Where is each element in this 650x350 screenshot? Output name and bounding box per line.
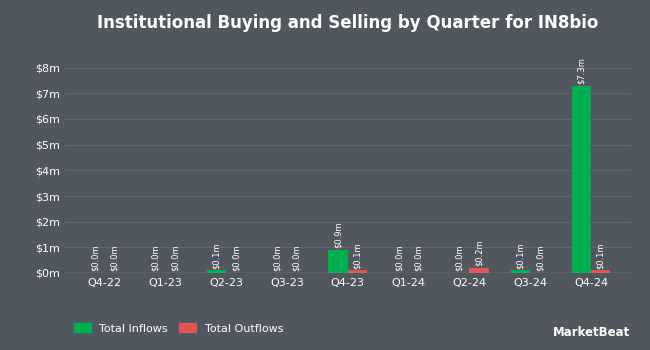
Text: $0.1m: $0.1m [516,242,525,269]
Text: $7.3m: $7.3m [577,57,586,84]
Text: $0.2m: $0.2m [474,239,484,266]
Text: $0.0m: $0.0m [110,244,119,271]
Text: $0.0m: $0.0m [151,244,160,271]
Bar [571,86,591,273]
Bar [469,268,489,273]
Title: Institutional Buying and Selling by Quarter for IN8bio: Institutional Buying and Selling by Quar… [97,14,599,32]
Text: $0.1m: $0.1m [596,242,605,269]
Text: $0.0m: $0.0m [90,244,99,271]
Bar [348,271,367,273]
Text: $0.1m: $0.1m [212,242,221,269]
Bar [328,250,348,273]
Text: $0.1m: $0.1m [353,242,362,269]
Legend: Total Inflows, Total Outflows: Total Inflows, Total Outflows [71,320,287,337]
Text: $0.0m: $0.0m [170,244,179,271]
Text: $0.0m: $0.0m [273,244,281,271]
Text: $0.0m: $0.0m [455,244,464,271]
Bar [511,271,530,273]
Text: MarketBeat: MarketBeat [553,327,630,340]
Text: $0.0m: $0.0m [395,244,404,271]
Bar [591,271,610,273]
Text: $0.0m: $0.0m [292,244,301,271]
Text: $0.9m: $0.9m [333,222,343,248]
Bar [207,271,226,273]
Text: $0.0m: $0.0m [536,244,545,271]
Text: $0.0m: $0.0m [414,244,422,271]
Text: $0.0m: $0.0m [231,244,240,271]
